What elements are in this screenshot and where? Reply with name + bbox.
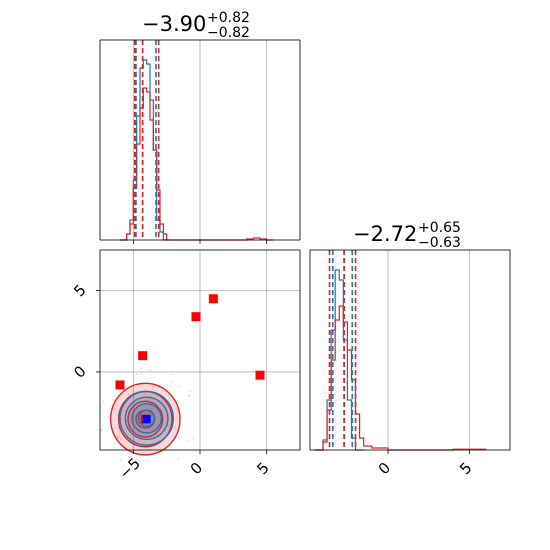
blue-square-marker [142,415,151,424]
sample-point [170,372,172,375]
sample-point [100,429,103,431]
sample-point [145,459,147,462]
sample-point [171,380,174,383]
title-1-lower: −0.82 [207,25,250,41]
sample-point [127,393,130,396]
sample-point [117,435,120,438]
y-tick-label: 5 [70,281,89,300]
sample-point [177,457,180,460]
title-1-upper: +0.82 [207,10,250,26]
sample-point [136,373,138,376]
sample-point [120,417,123,420]
title-2-upper: +0.65 [418,220,461,236]
sample-point [151,371,154,373]
x-tick-label: 5 [253,459,272,478]
sample-point [148,460,150,462]
sample-point [102,400,105,403]
sample-point [119,438,122,440]
y-tick-label: 0 [70,362,89,381]
marginal-panel-param-1: −3.90 +0.82 −0.82 [99,10,301,244]
sample-point [189,394,191,396]
sample-point [140,373,142,375]
red-square-marker [255,370,265,380]
sample-point [176,416,179,419]
sample-point [143,392,146,395]
histogram-series-2 [120,87,274,241]
histogram-series-2 [314,305,487,451]
x-tick-label: −5 [116,454,144,482]
red-square-marker [191,312,201,322]
sample-point [149,369,151,372]
joint-panel: −5 0 5 0 5 [70,249,301,483]
x-tick-label: 0 [375,459,394,478]
marginal-panel-param-2: 0 5 −2.72 +0.65 −0.63 [309,220,511,478]
marginal-panel-2-frame [309,249,511,451]
sample-point [120,459,123,462]
sample-point [188,439,191,442]
sample-point [177,385,180,388]
red-square-marker [115,380,125,390]
sample-point [128,456,131,458]
sample-point [140,367,143,370]
sample-point [121,413,124,416]
sample-point [173,426,176,429]
sample-point [134,460,137,462]
sample-point [117,426,120,429]
sample-point [107,415,110,418]
title-2-value: −2.72 [353,222,417,246]
sample-point [132,390,134,393]
sample-point [161,399,164,402]
sample-point [150,407,153,410]
sample-point [128,459,131,462]
title-2-lower: −0.63 [418,235,461,251]
sample-point [152,386,155,389]
histogram-series-1 [314,269,364,451]
x-tick-label: 0 [187,459,206,478]
sample-point [192,437,195,440]
sample-point [122,409,125,412]
sample-point [112,399,115,402]
red-square-marker [208,294,218,304]
sample-point [188,390,191,393]
title-1-value: −3.90 [142,12,206,36]
x-tick-label: 5 [456,459,475,478]
red-square-marker [138,351,148,361]
sample-point [113,407,116,410]
sample-point [165,415,168,417]
